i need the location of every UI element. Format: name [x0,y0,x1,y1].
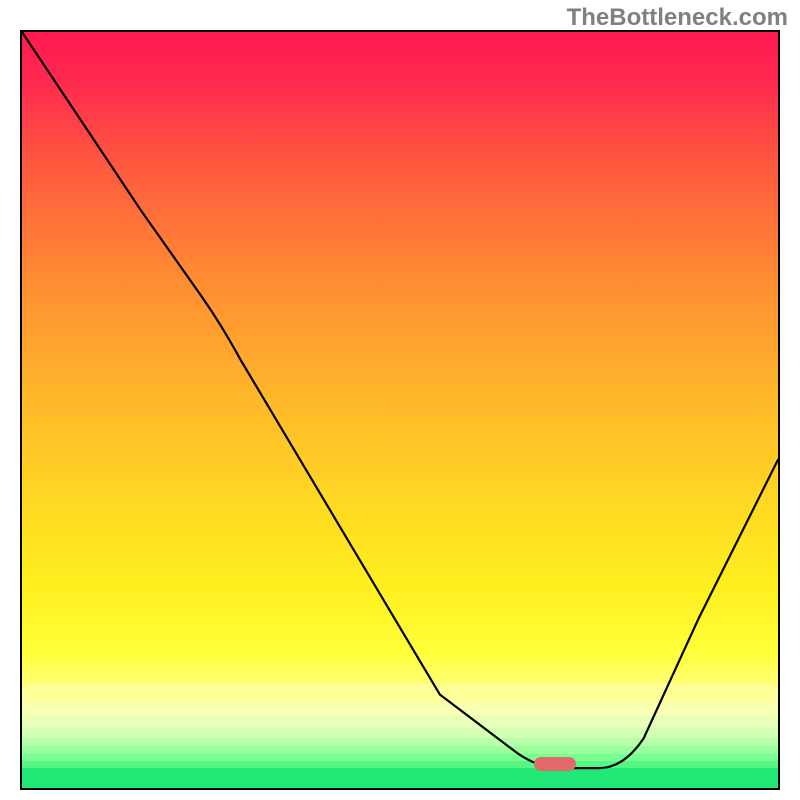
optimal-marker [534,757,576,771]
plot-area [20,30,780,790]
bottleneck-curve [22,32,778,768]
chart-container: TheBottleneck.com [0,0,800,800]
watermark-text: TheBottleneck.com [567,4,788,32]
curve-layer [22,32,778,788]
